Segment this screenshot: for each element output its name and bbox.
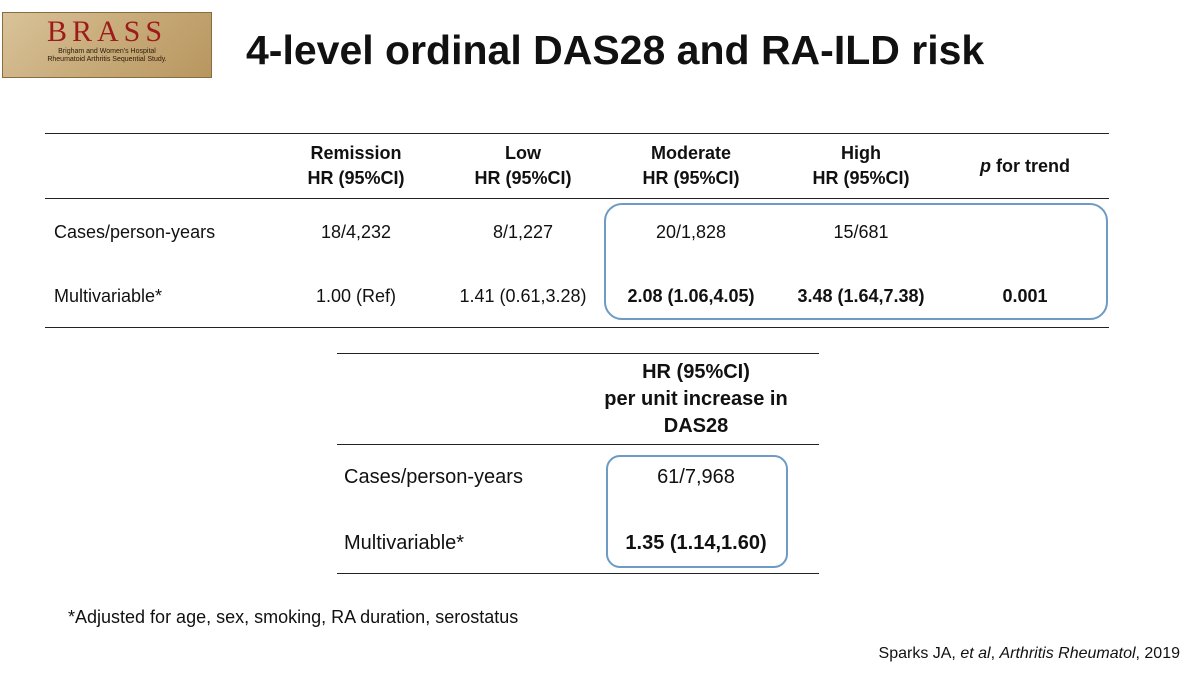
citation-author: Sparks JA, <box>878 645 961 662</box>
row-label-cases: Cases/person-years <box>54 222 216 242</box>
table2-rule-bottom <box>337 573 819 574</box>
cell-moderate-cases: 20/1,828 <box>655 222 727 242</box>
header-line: HR (95%CI) <box>642 361 750 383</box>
header-line: Remission <box>310 143 402 163</box>
cell-low-cases: 8/1,227 <box>492 222 554 242</box>
header-for-trend: for trend <box>991 156 1070 176</box>
table2-cell-cases: 61/7,968 <box>657 466 735 488</box>
logo-word: BRASS <box>46 15 168 48</box>
header-line: HR (95%CI) <box>474 168 572 188</box>
citation: Sparks JA, et al, Arthritis Rheumatol, 2… <box>879 644 1180 664</box>
header-line: HR (95%CI) <box>642 168 740 188</box>
header-line: HR (95%CI) <box>812 168 910 188</box>
header-remission: Remission HR (95%CI) <box>296 141 416 191</box>
table2-rule-top <box>337 353 819 354</box>
table2-row-label-cases: Cases/person-years <box>344 466 523 488</box>
cell-p-for-trend: 0.001 <box>1002 286 1048 306</box>
header-line: Low <box>505 143 541 163</box>
cell-remission-hr: 1.00 (Ref) <box>315 286 397 306</box>
header-high: High HR (95%CI) <box>801 141 921 191</box>
table-rule-top <box>45 133 1109 134</box>
citation-year: , 2019 <box>1135 645 1180 662</box>
logo-subtitle-line1: Brigham and Women's Hospital <box>58 48 156 55</box>
cell-moderate-hr: 2.08 (1.06,4.05) <box>627 286 755 306</box>
header-line: High <box>841 143 881 163</box>
row-label-multivariable: Multivariable* <box>54 286 163 306</box>
header-p-for-trend: p for trend <box>960 154 1090 179</box>
citation-sep: , <box>990 645 1000 662</box>
brass-logo: BRASS Brigham and Women's Hospital Rheum… <box>2 12 212 78</box>
header-line: HR (95%CI) <box>307 168 405 188</box>
table-rule-header <box>45 198 1109 199</box>
cell-remission-cases: 18/4,232 <box>320 222 392 242</box>
header-low: Low HR (95%CI) <box>463 141 583 191</box>
table2-rule-header <box>337 444 819 445</box>
cell-high-hr: 3.48 (1.64,7.38) <box>797 286 925 306</box>
citation-journal: Arthritis Rheumatol <box>999 645 1136 662</box>
table2-row-label-multivariable: Multivariable* <box>344 532 465 554</box>
highlight-box-moderate-high <box>604 203 1108 320</box>
logo-subtitle-line2: Rheumatoid Arthritis Sequential Study. <box>47 56 167 63</box>
header-moderate: Moderate HR (95%CI) <box>631 141 751 191</box>
header-line: DAS28 <box>663 415 729 437</box>
table2-header: HR (95%CI) per unit increase in DAS28 <box>580 359 812 440</box>
highlight-box-per-unit <box>606 455 788 568</box>
cell-low-hr: 1.41 (0.61,3.28) <box>459 286 587 306</box>
footnote: *Adjusted for age, sex, smoking, RA dura… <box>68 607 519 627</box>
citation-etal: et al <box>960 645 991 662</box>
header-line: Moderate <box>650 143 731 163</box>
table2-cell-hr: 1.35 (1.14,1.60) <box>625 532 767 554</box>
slide-title: 4-level ordinal DAS28 and RA-ILD risk <box>246 27 985 73</box>
cell-high-cases: 15/681 <box>833 222 889 242</box>
header-p: p <box>980 156 991 176</box>
header-line: per unit increase in <box>604 388 788 410</box>
table-rule-bottom <box>45 327 1109 328</box>
